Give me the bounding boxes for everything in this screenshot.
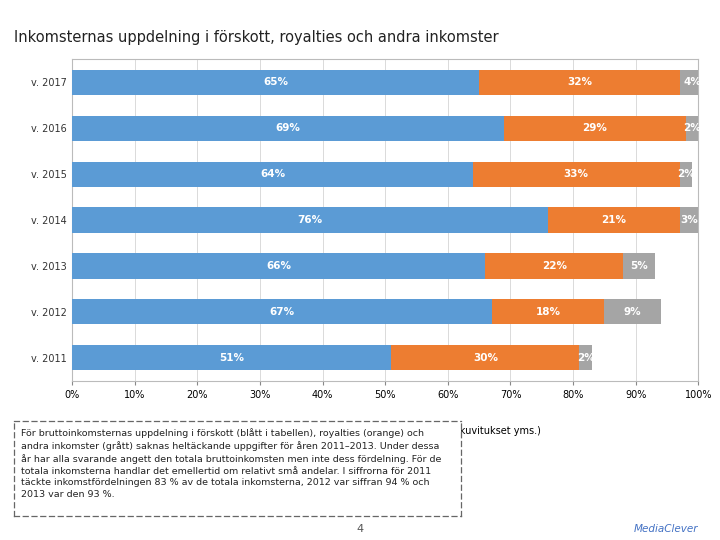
Text: 21%: 21%	[601, 215, 626, 225]
Text: 2%: 2%	[683, 123, 701, 133]
Text: MediaClever: MediaClever	[634, 523, 698, 534]
Text: 30%: 30%	[473, 353, 498, 363]
Text: 69%: 69%	[276, 123, 300, 133]
Bar	[72, 299, 492, 325]
Text: 5%: 5%	[630, 261, 648, 271]
Bar	[492, 299, 605, 325]
Text: 3%: 3%	[680, 215, 698, 225]
Bar	[72, 161, 473, 187]
Bar	[580, 345, 592, 370]
Bar	[504, 116, 686, 141]
Text: 4%: 4%	[683, 77, 701, 87]
Text: 65%: 65%	[263, 77, 288, 87]
Legend: Ennakot yhteensä, Rojaltit yhteensä, Muut tulot (kannet, kuvitukset yms.): Ennakot yhteensä, Rojaltit yhteensä, Muu…	[125, 422, 545, 440]
Bar	[72, 345, 392, 370]
Bar	[72, 116, 504, 141]
Text: 2%: 2%	[677, 169, 695, 179]
Text: 22%: 22%	[542, 261, 567, 271]
Bar	[72, 253, 485, 279]
Text: För bruttoinkomsternas uppdelning i förskott (blått i tabellen), royalties (oran: För bruttoinkomsternas uppdelning i förs…	[21, 428, 441, 499]
Bar	[605, 299, 661, 325]
Bar	[680, 207, 698, 233]
Bar	[392, 345, 580, 370]
Text: 67%: 67%	[269, 307, 294, 317]
Text: 2%: 2%	[577, 353, 595, 363]
Text: 18%: 18%	[536, 307, 561, 317]
Text: 4: 4	[356, 523, 364, 534]
Text: 32%: 32%	[567, 77, 592, 87]
Bar	[473, 161, 680, 187]
Bar	[680, 70, 705, 95]
Text: 33%: 33%	[564, 169, 589, 179]
Bar	[485, 253, 624, 279]
Text: Inkomsternas uppdelning i förskott, royalties och andra inkomster: Inkomsternas uppdelning i förskott, roya…	[14, 30, 499, 45]
Bar	[72, 207, 548, 233]
Bar	[480, 70, 680, 95]
Text: 9%: 9%	[624, 307, 642, 317]
Bar	[72, 70, 480, 95]
Bar	[680, 161, 692, 187]
Text: 29%: 29%	[582, 123, 608, 133]
Bar	[548, 207, 680, 233]
Bar	[624, 253, 654, 279]
Text: 64%: 64%	[260, 169, 285, 179]
Bar	[686, 116, 698, 141]
Text: 66%: 66%	[266, 261, 291, 271]
Text: 51%: 51%	[219, 353, 244, 363]
Text: 76%: 76%	[297, 215, 323, 225]
